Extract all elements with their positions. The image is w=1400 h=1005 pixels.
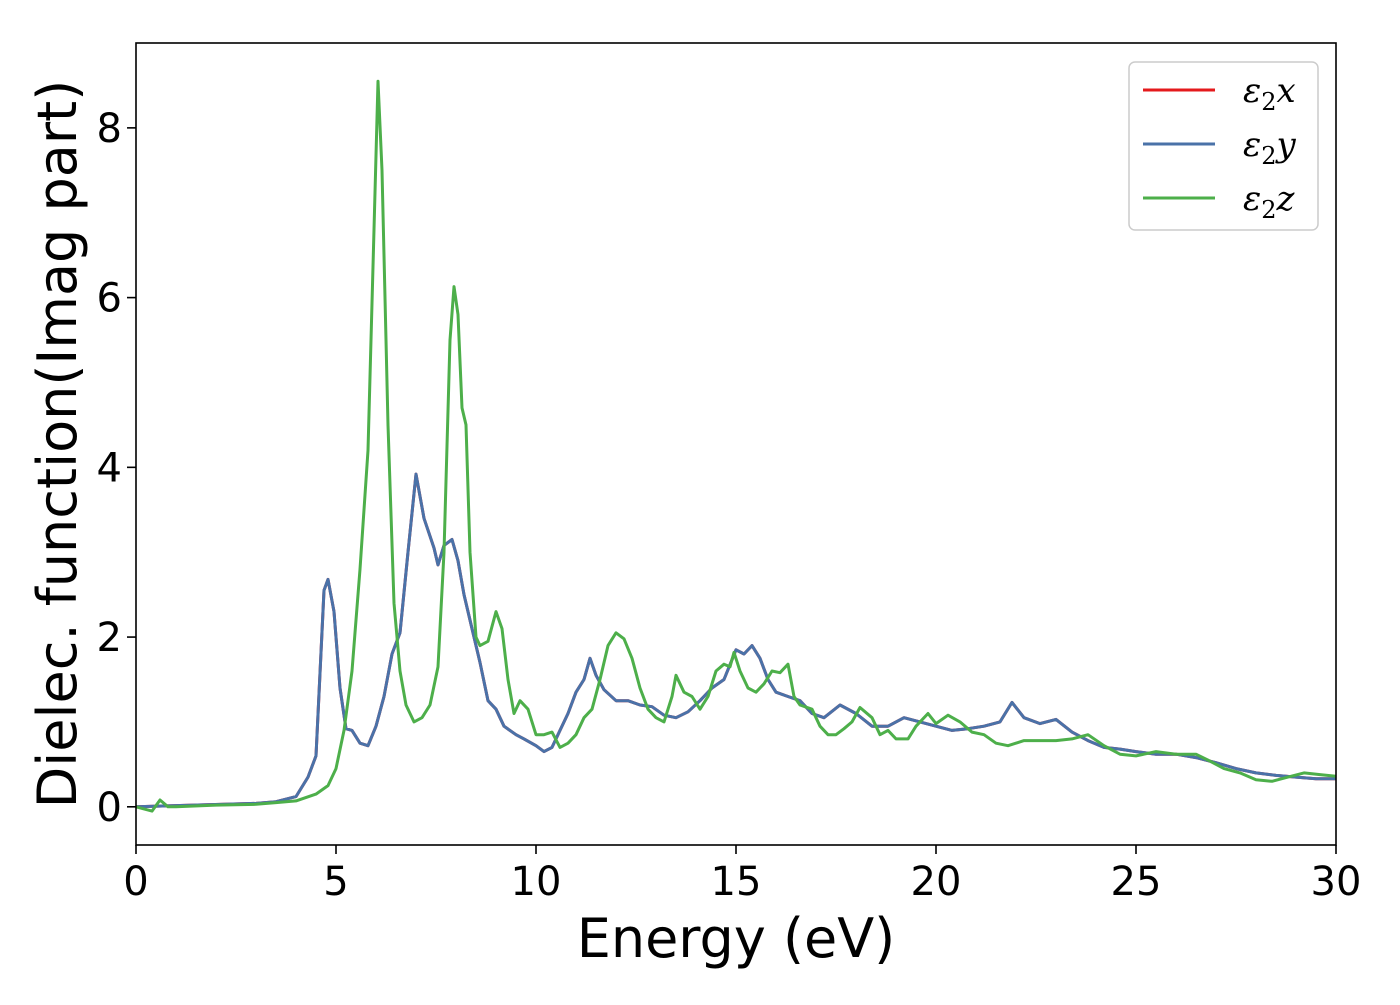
legend-epsilon: ε — [1243, 179, 1261, 219]
series-line-y — [136, 472, 1336, 809]
series-line-z — [136, 79, 1336, 813]
x-axis-title: Energy (eV) — [577, 907, 896, 970]
x-tick-label: 30 — [1311, 859, 1362, 905]
legend-label-y: ε2y — [1243, 125, 1297, 170]
legend-label-z: ε2z — [1243, 179, 1296, 224]
x-tick-label: 0 — [123, 859, 148, 905]
legend-variable: x — [1277, 71, 1296, 111]
x-tick-label: 15 — [711, 859, 762, 905]
y-axis-title: Dielec. function(Imag part) — [26, 80, 89, 809]
y-tick-label: 8 — [97, 106, 122, 152]
x-tick-label: 5 — [323, 859, 348, 905]
legend-variable: y — [1275, 125, 1297, 165]
y-tick-label: 0 — [97, 785, 122, 831]
legend-label-x: ε2x — [1243, 71, 1296, 116]
legend-variable: z — [1276, 179, 1296, 219]
tick-layer: 0 5 10 15 20 25 30 0 2 4 6 8 — [97, 106, 1362, 905]
x-tick-label: 20 — [911, 859, 962, 905]
legend-subscript: 2 — [1261, 142, 1276, 170]
y-tick-label: 6 — [97, 276, 122, 322]
legend-epsilon: ε — [1243, 71, 1261, 111]
x-tick-label: 25 — [1111, 859, 1162, 905]
legend-subscript: 2 — [1261, 196, 1276, 224]
legend-epsilon: ε — [1243, 125, 1261, 165]
x-tick-label: 10 — [511, 859, 562, 905]
legend-box — [1128, 61, 1319, 231]
legend-subscript: 2 — [1261, 88, 1276, 116]
series-layer — [136, 79, 1336, 813]
y-tick-label: 2 — [97, 615, 122, 661]
y-tick-label: 4 — [97, 445, 122, 491]
